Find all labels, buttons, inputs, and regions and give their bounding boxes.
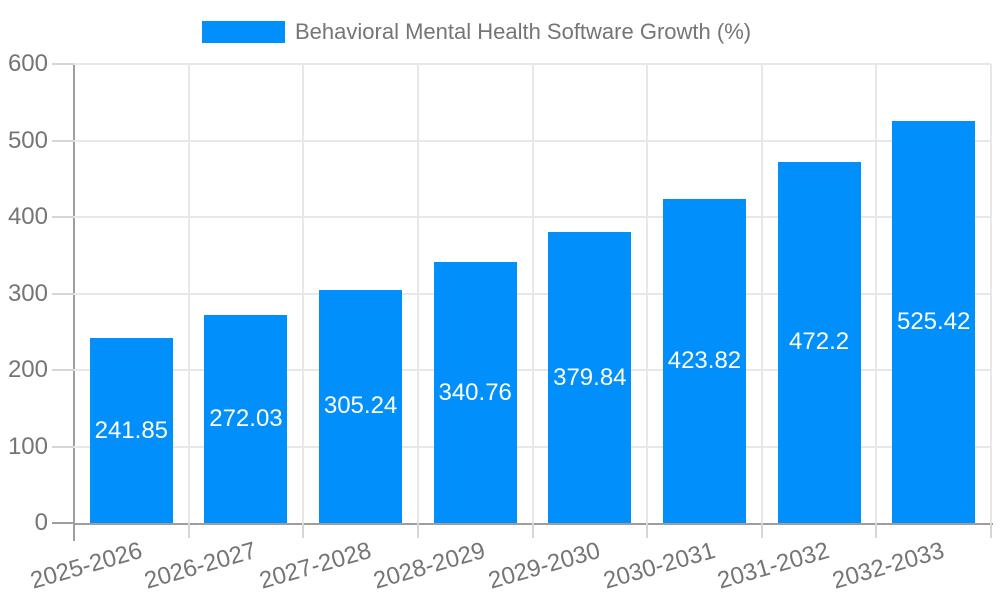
x-axis-tick xyxy=(302,523,305,538)
x-axis-tick xyxy=(990,523,992,538)
vertical-gridline xyxy=(875,64,878,523)
x-axis-tick xyxy=(416,523,419,538)
y-axis-tick xyxy=(52,445,74,448)
x-tick-label: 2031-2032 xyxy=(714,537,833,595)
y-axis-tick xyxy=(52,522,74,524)
x-tick-label: 2032-2033 xyxy=(829,537,948,595)
y-axis-tick xyxy=(52,216,74,218)
x-tick-label: 2026-2027 xyxy=(141,537,260,595)
x-tick-label: 2027-2028 xyxy=(256,537,375,595)
bar-value-label: 472.2 xyxy=(789,328,850,356)
y-tick-label: 300 xyxy=(7,279,48,307)
x-axis-tick xyxy=(875,523,878,538)
bar[interactable]: 305.24 xyxy=(319,289,403,523)
vertical-gridline xyxy=(531,64,534,523)
bar[interactable]: 340.76 xyxy=(433,262,517,523)
bar[interactable]: 525.42 xyxy=(892,121,976,523)
y-axis-tick xyxy=(52,369,74,371)
bar[interactable]: 472.2 xyxy=(777,161,861,523)
x-tick-label: 2029-2030 xyxy=(485,537,604,595)
y-tick-label: 500 xyxy=(7,126,48,154)
vertical-gridline xyxy=(302,64,305,523)
legend-label: Behavioral Mental Health Software Growth… xyxy=(295,19,752,44)
plot-area: 0 100 200 300 400 500 600 241.85 272.03 305.24 340… xyxy=(8,51,993,595)
y-tick-label: 100 xyxy=(7,432,48,460)
x-axis-tick xyxy=(646,523,649,538)
y-tick-label: 400 xyxy=(7,203,48,230)
bar-value-label: 305.24 xyxy=(323,392,398,420)
bar-value-label: 379.84 xyxy=(553,363,627,391)
bar-value-label: 423.82 xyxy=(667,346,742,374)
vertical-gridline xyxy=(760,64,763,523)
x-axis-tick xyxy=(73,523,75,541)
x-axis-tick xyxy=(531,523,534,538)
bar[interactable]: 423.82 xyxy=(662,198,746,523)
x-tick-label: 2025-2026 xyxy=(26,537,145,595)
x-tick-label: 2028-2029 xyxy=(370,537,489,595)
y-axis-tick xyxy=(52,63,74,65)
x-tick-label: 2030-2031 xyxy=(600,537,718,595)
vertical-gridline xyxy=(646,64,649,523)
x-axis-tick xyxy=(187,523,190,538)
bar-value-label: 241.85 xyxy=(94,416,169,444)
bar[interactable]: 272.03 xyxy=(204,314,288,523)
y-axis-tick xyxy=(52,292,74,295)
vertical-gridline xyxy=(416,64,419,523)
y-tick-label: 0 xyxy=(34,509,48,536)
legend-swatch xyxy=(202,21,285,43)
bar-value-label: 272.03 xyxy=(209,404,283,432)
y-tick-label: 600 xyxy=(7,50,48,77)
vertical-gridline xyxy=(990,64,992,523)
vertical-gridline xyxy=(187,64,190,523)
legend: Behavioral Mental Health Software Growth… xyxy=(202,21,751,43)
bar[interactable]: 379.84 xyxy=(548,232,632,523)
bar[interactable]: 241.85 xyxy=(89,338,173,523)
bar-value-label: 340.76 xyxy=(438,378,512,406)
y-tick-label: 200 xyxy=(7,356,48,383)
bar-value-label: 525.42 xyxy=(896,308,971,336)
x-axis-tick xyxy=(760,523,763,538)
y-axis-tick xyxy=(52,139,74,142)
